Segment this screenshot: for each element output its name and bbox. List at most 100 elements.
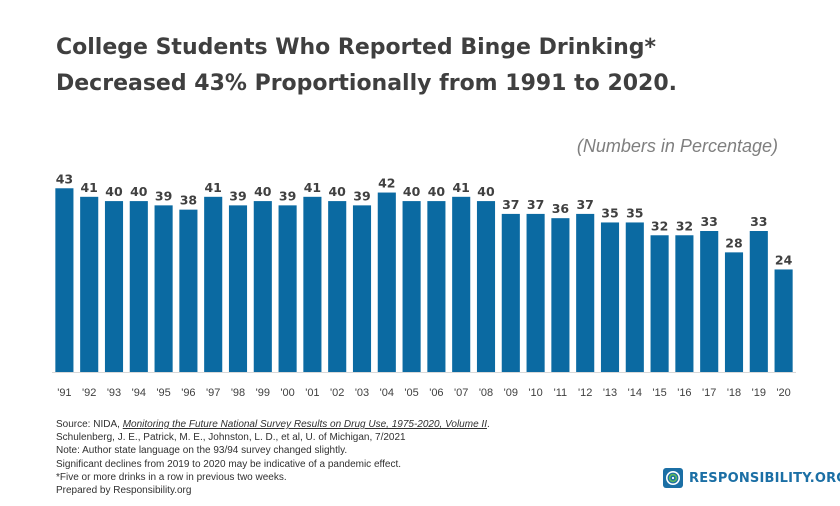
bar-18: [501, 213, 520, 372]
x-tick-label-4: '95: [156, 387, 170, 399]
value-label-27: 28: [725, 235, 742, 250]
x-tick-label-6: '97: [206, 387, 220, 399]
value-label-5: 38: [180, 193, 197, 208]
bar-7: [228, 205, 248, 372]
responsibility-logo: RESPONSIBILITY.ORG: [663, 467, 840, 489]
bar-12: [352, 205, 372, 372]
bar-23: [625, 222, 644, 372]
x-tick-label-2: '93: [107, 387, 121, 399]
bar-14: [402, 201, 421, 372]
value-label-11: 40: [328, 184, 346, 199]
bar-27: [724, 252, 744, 372]
responsibility-logo-icon: [663, 468, 683, 488]
value-label-22: 35: [601, 205, 618, 220]
prepared-by: Prepared by Responsibility.org: [56, 485, 192, 497]
bar-4: [154, 205, 173, 372]
value-label-9: 39: [279, 188, 296, 203]
bar-25: [675, 235, 694, 372]
bar-15: [427, 201, 446, 372]
x-tick-label-7: '98: [231, 387, 245, 399]
value-label-15: 40: [428, 184, 446, 199]
bar-17: [476, 201, 496, 372]
bar-28: [749, 231, 768, 372]
bar-21: [576, 213, 595, 372]
value-label-24: 32: [651, 218, 668, 233]
value-label-7: 39: [229, 188, 246, 203]
bar-2: [104, 201, 124, 372]
note-definition: *Five or more drinks in a row in previou…: [56, 471, 287, 483]
value-label-16: 41: [452, 180, 469, 195]
source-prefix: Source: NIDA,: [56, 419, 123, 430]
x-tick-label-16: '07: [454, 387, 468, 399]
source-notes: Source: NIDA, Monitoring the Future Nati…: [56, 418, 616, 497]
bar-9: [278, 205, 297, 372]
x-tick-label-25: '16: [677, 387, 691, 399]
bar-8: [253, 201, 272, 372]
bar-13: [377, 192, 396, 372]
bar-10: [303, 196, 322, 372]
x-tick-label-23: '14: [628, 387, 642, 399]
value-label-8: 40: [254, 184, 272, 199]
bar-29: [774, 269, 793, 372]
value-label-19: 37: [527, 197, 544, 212]
x-tick-label-29: '20: [776, 387, 790, 399]
x-tick-label-1: '92: [82, 387, 96, 399]
source-title-link[interactable]: Monitoring the Future National Survey Re…: [122, 419, 487, 430]
value-label-14: 40: [403, 184, 421, 199]
source-line: Source: NIDA, Monitoring the Future Nati…: [56, 418, 616, 431]
value-label-17: 40: [477, 184, 495, 199]
bar-3: [129, 201, 148, 372]
x-tick-label-28: '19: [752, 387, 766, 399]
bar-22: [600, 222, 620, 372]
value-label-26: 33: [700, 214, 717, 229]
x-tick-label-15: '06: [429, 387, 443, 399]
value-label-1: 41: [80, 180, 97, 195]
value-label-23: 35: [626, 205, 643, 220]
x-tick-label-12: '03: [355, 387, 369, 399]
note-language: Note: Author state language on the 93/94…: [56, 445, 348, 457]
value-label-4: 39: [155, 188, 172, 203]
x-tick-label-17: '08: [479, 387, 493, 399]
chart-title-line-2: Decreased 43% Proportionally from 1991 t…: [56, 71, 678, 96]
value-label-0: 43: [56, 171, 73, 186]
authors-line: Schulenberg, J. E., Patrick, M. E., John…: [56, 432, 406, 444]
value-label-20: 36: [552, 201, 570, 216]
x-tick-label-27: '18: [727, 387, 741, 399]
x-tick-label-0: '91: [57, 387, 71, 399]
value-label-29: 24: [775, 252, 793, 267]
value-label-28: 33: [750, 214, 767, 229]
value-label-3: 40: [130, 184, 148, 199]
x-tick-label-14: '05: [404, 387, 418, 399]
x-tick-label-20: '11: [554, 387, 568, 399]
bar-26: [700, 231, 719, 372]
x-tick-label-5: '96: [181, 387, 195, 399]
source-suffix: .: [486, 419, 490, 430]
value-label-13: 42: [378, 176, 395, 191]
chart-title: College Students Who Reported Binge Drin…: [56, 30, 696, 102]
x-tick-label-3: '94: [132, 387, 146, 399]
bar-1: [80, 196, 99, 372]
x-tick-label-21: '12: [578, 387, 592, 399]
value-label-18: 37: [502, 197, 519, 212]
x-tick-label-22: '13: [603, 387, 617, 399]
bar-6: [204, 196, 223, 372]
bar-19: [526, 213, 545, 372]
x-tick-label-19: '10: [528, 387, 542, 399]
note-declines: Significant declines from 2019 to 2020 m…: [56, 458, 402, 470]
bar-0: [55, 188, 74, 372]
bar-16: [452, 196, 471, 372]
bar-20: [551, 218, 570, 372]
bar-5: [179, 209, 198, 372]
value-label-21: 37: [576, 197, 593, 212]
bar-24: [650, 235, 669, 372]
x-tick-label-18: '09: [504, 387, 518, 399]
value-label-2: 40: [105, 184, 123, 199]
x-tick-label-8: '99: [256, 387, 270, 399]
value-label-6: 41: [204, 180, 221, 195]
x-tick-label-26: '17: [702, 387, 716, 399]
bar-11: [328, 201, 347, 372]
chart-subtitle: (Numbers in Percentage): [576, 136, 778, 156]
x-tick-label-24: '15: [652, 387, 666, 399]
value-label-10: 41: [304, 180, 321, 195]
